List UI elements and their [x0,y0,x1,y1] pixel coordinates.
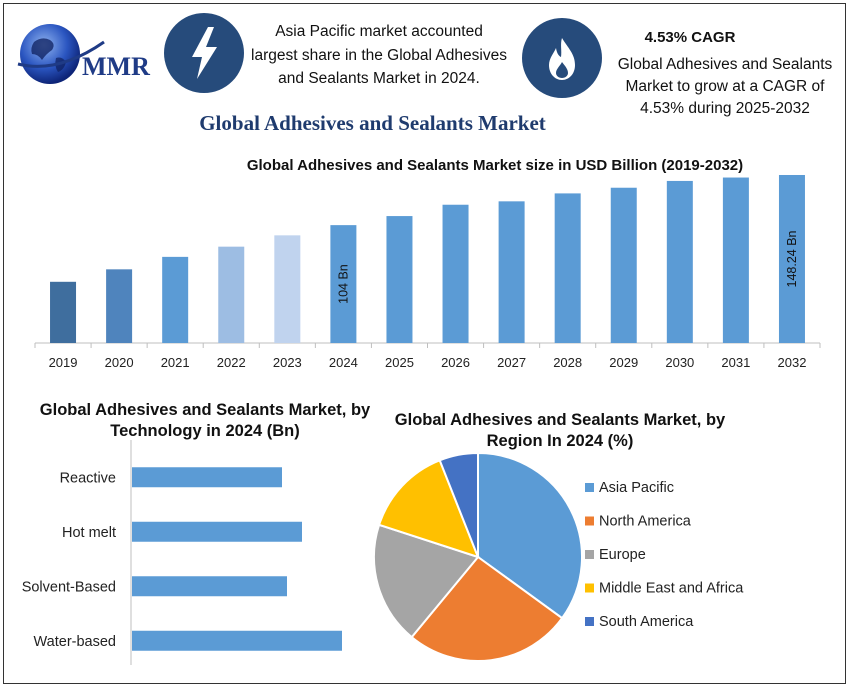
data-label-2032: 148.24 Bn [785,230,799,287]
cagr-description: Global Adhesives and Sealants Market to … [617,56,833,117]
x-tick-label: 2030 [665,355,694,370]
legend-label: Middle East and Africa [599,581,744,597]
legend-label: South America [599,614,694,630]
legend-swatch [585,583,594,593]
bar-2026 [442,204,469,343]
cagr-title: 4.53% CAGR [644,29,736,46]
region-chart-title: Global Adhesives and Sealants Market, by… [394,411,726,450]
pie-slice-asia-pacific [477,451,583,620]
logo-text: MMR [82,52,150,81]
hbar-water-based [132,630,342,651]
bar-2030 [666,180,693,343]
legend-label: North America [599,514,692,530]
bar-2029 [610,187,637,343]
legend-label: Europe [599,547,646,563]
bar-2022 [218,246,245,343]
x-tick-label: 2032 [778,355,807,370]
data-label-2024: 104 Bn [336,264,350,304]
category-label: Water-based [34,634,116,650]
x-tick-label: 2023 [273,355,302,370]
bar-2020 [106,269,133,343]
bar-2032 [778,174,805,343]
flame-icon [522,18,602,98]
x-tick-label: 2021 [161,355,190,370]
pie-slice-north-america [410,555,564,662]
main-title: Global Adhesives and Sealants Market [199,111,546,135]
hbar-reactive [132,467,282,488]
category-label: Solvent-Based [22,579,116,595]
market-size-bar-chart: 2019 2020 2021 2022 2023 2024 2025 2026 2027 2028… [34,174,821,370]
bar-2019 [50,281,77,343]
bar-2024 [330,225,357,343]
x-tick-label: 2026 [441,355,470,370]
market-size-chart-title: Global Adhesives and Sealants Market siz… [246,157,744,174]
x-tick-label: 2022 [217,355,246,370]
globe-logo-icon [17,24,105,84]
x-tick-label: 2028 [553,355,582,370]
bar-2021 [162,256,189,343]
x-tick-label: 2019 [49,355,78,370]
region-pie-chart: Asia Pacific North America Europe Middle Ea… [373,451,744,662]
legend-label: Asia Pacific [599,480,674,496]
pie-slice-middle-east-and-africa [377,459,480,559]
x-tick-label: 2029 [609,355,638,370]
technology-hbar-chart: Reactive Hot melt Solvent-Based Water-based [22,440,342,665]
infographic-frame [3,3,846,684]
hbar-hot-melt [132,521,302,542]
lightning-bolt-icon [164,13,244,93]
bar-2025 [386,216,413,343]
bar-2028 [554,193,581,343]
x-tick-label: 2024 [329,355,358,370]
legend-swatch [585,550,594,559]
category-label: Hot melt [62,525,116,541]
legend-swatch [585,516,594,526]
hbar-solvent-based [132,576,287,597]
legend-swatch [585,617,594,626]
x-tick-label: 2031 [721,355,750,370]
bar-2027 [498,201,525,343]
x-tick-label: 2025 [385,355,414,370]
pie-slice-europe [373,523,480,639]
bar-2023 [274,235,301,343]
bar-2031 [722,177,749,343]
x-tick-label: 2027 [497,355,526,370]
pie-slice-south-america [438,451,479,558]
technology-chart-title: Global Adhesives and Sealants Market, by… [39,401,371,440]
asia-pacific-highlight: Asia Pacific market accounted largest sh… [251,23,507,87]
logo [14,20,164,90]
category-label: Reactive [60,470,116,486]
x-tick-label: 2020 [105,355,134,370]
legend-swatch [585,483,594,492]
